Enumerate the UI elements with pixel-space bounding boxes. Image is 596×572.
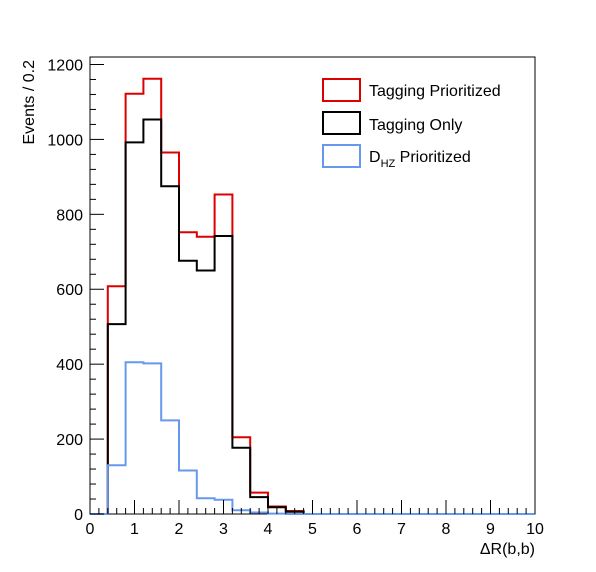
y-tick-label: 200 <box>56 432 83 449</box>
legend-label-rest: Prioritized <box>395 149 471 166</box>
legend-swatch-tagging-prioritized <box>322 78 361 102</box>
series-line-tagging-prioritized <box>90 77 535 515</box>
x-tick-label: 2 <box>175 521 184 538</box>
y-tick-label: 1000 <box>47 132 83 149</box>
plot-frame <box>89 56 536 515</box>
x-tick-label: 6 <box>353 521 362 538</box>
x-tick-label: 7 <box>397 521 406 538</box>
legend-entry-tagging-only: Tagging Only <box>322 111 462 135</box>
legend-label-tagging-prioritized: Tagging Prioritized <box>369 83 501 100</box>
legend-label-dhz-prioritized: DHZ Prioritized <box>369 149 471 170</box>
legend-swatch-dhz-prioritized <box>322 144 361 168</box>
legend-entry-tagging-prioritized: Tagging Prioritized <box>322 78 501 102</box>
legend-subscript-hz: HZ <box>381 158 396 170</box>
y-tick-label: 800 <box>56 207 83 224</box>
y-tick-label: 400 <box>56 357 83 374</box>
x-axis-title: ΔR(b,b) <box>480 541 535 558</box>
series-layer <box>90 77 535 515</box>
legend: Tagging Prioritized Tagging Only DHZ Pri… <box>322 78 501 170</box>
axes: 0 1 2 3 4 5 6 7 8 9 10 0 200 400 600 800 1000 1200 <box>47 57 544 538</box>
x-tick-label: 3 <box>219 521 228 538</box>
series-line-d-hz-prioritized <box>90 361 535 515</box>
y-tick-label: 600 <box>56 282 83 299</box>
legend-label-tagging-only: Tagging Only <box>369 117 462 134</box>
x-tick-label: 9 <box>486 521 495 538</box>
x-tick-label: 0 <box>86 521 95 538</box>
series-line-tagging-only <box>90 118 535 515</box>
x-tick-label: 4 <box>264 521 273 538</box>
y-axis-title: Events / 0.2 <box>21 60 38 145</box>
legend-entry-dhz-prioritized: DHZ Prioritized <box>322 144 471 170</box>
legend-swatch-tagging-only <box>322 111 361 135</box>
x-tick-label: 8 <box>442 521 451 538</box>
x-tick-label: 5 <box>308 521 317 538</box>
x-tick-label: 10 <box>526 521 544 538</box>
y-tick-label: 0 <box>74 507 83 524</box>
plot-area-border <box>89 56 536 515</box>
y-tick-label: 1200 <box>47 57 83 74</box>
x-tick-label: 1 <box>130 521 139 538</box>
